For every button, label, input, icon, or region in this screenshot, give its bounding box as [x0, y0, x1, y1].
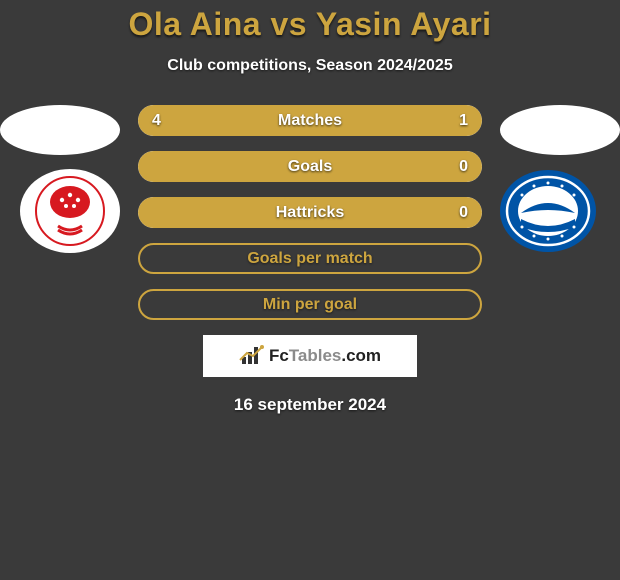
- bar-value-right: 1: [459, 105, 468, 136]
- bar-fill-left: [138, 197, 441, 228]
- stat-bar: Goals per match: [138, 243, 482, 274]
- bars-container: Matches41Goals0Hattricks0Goals per match…: [138, 105, 482, 320]
- bar-label: Goals per match: [140, 245, 480, 272]
- comparison-stage: Matches41Goals0Hattricks0Goals per match…: [0, 105, 620, 320]
- stat-bar: Hattricks0: [138, 197, 482, 228]
- logo-brand-b: Tables: [289, 346, 342, 365]
- bar-fill-left: [138, 151, 441, 182]
- club-badge-left: [20, 169, 120, 253]
- stat-bar: Goals0: [138, 151, 482, 182]
- bar-chart-icon: [239, 345, 265, 367]
- brighton-crest-icon: [499, 169, 597, 253]
- logo-box: FcTables.com: [203, 335, 417, 377]
- stat-bar: Min per goal: [138, 289, 482, 320]
- bar-fill-right: [413, 105, 482, 136]
- logo-brand-a: Fc: [269, 346, 289, 365]
- bar-value-left: 4: [152, 105, 161, 136]
- flag-right-disc: [500, 105, 620, 155]
- bar-fill-left: [138, 105, 413, 136]
- logo-text: FcTables.com: [269, 346, 381, 366]
- flag-left-disc: [0, 105, 120, 155]
- bar-label: Min per goal: [140, 291, 480, 318]
- subtitle: Club competitions, Season 2024/2025: [0, 57, 620, 75]
- stat-bar: Matches41: [138, 105, 482, 136]
- date-text: 16 september 2024: [0, 395, 620, 415]
- page-title: Ola Aina vs Yasin Ayari: [0, 0, 620, 43]
- forest-crest-icon: [35, 176, 105, 246]
- bar-value-right: 0: [459, 197, 468, 228]
- club-badge-right: [498, 169, 598, 253]
- bar-value-right: 0: [459, 151, 468, 182]
- logo-suffix: .com: [341, 346, 381, 365]
